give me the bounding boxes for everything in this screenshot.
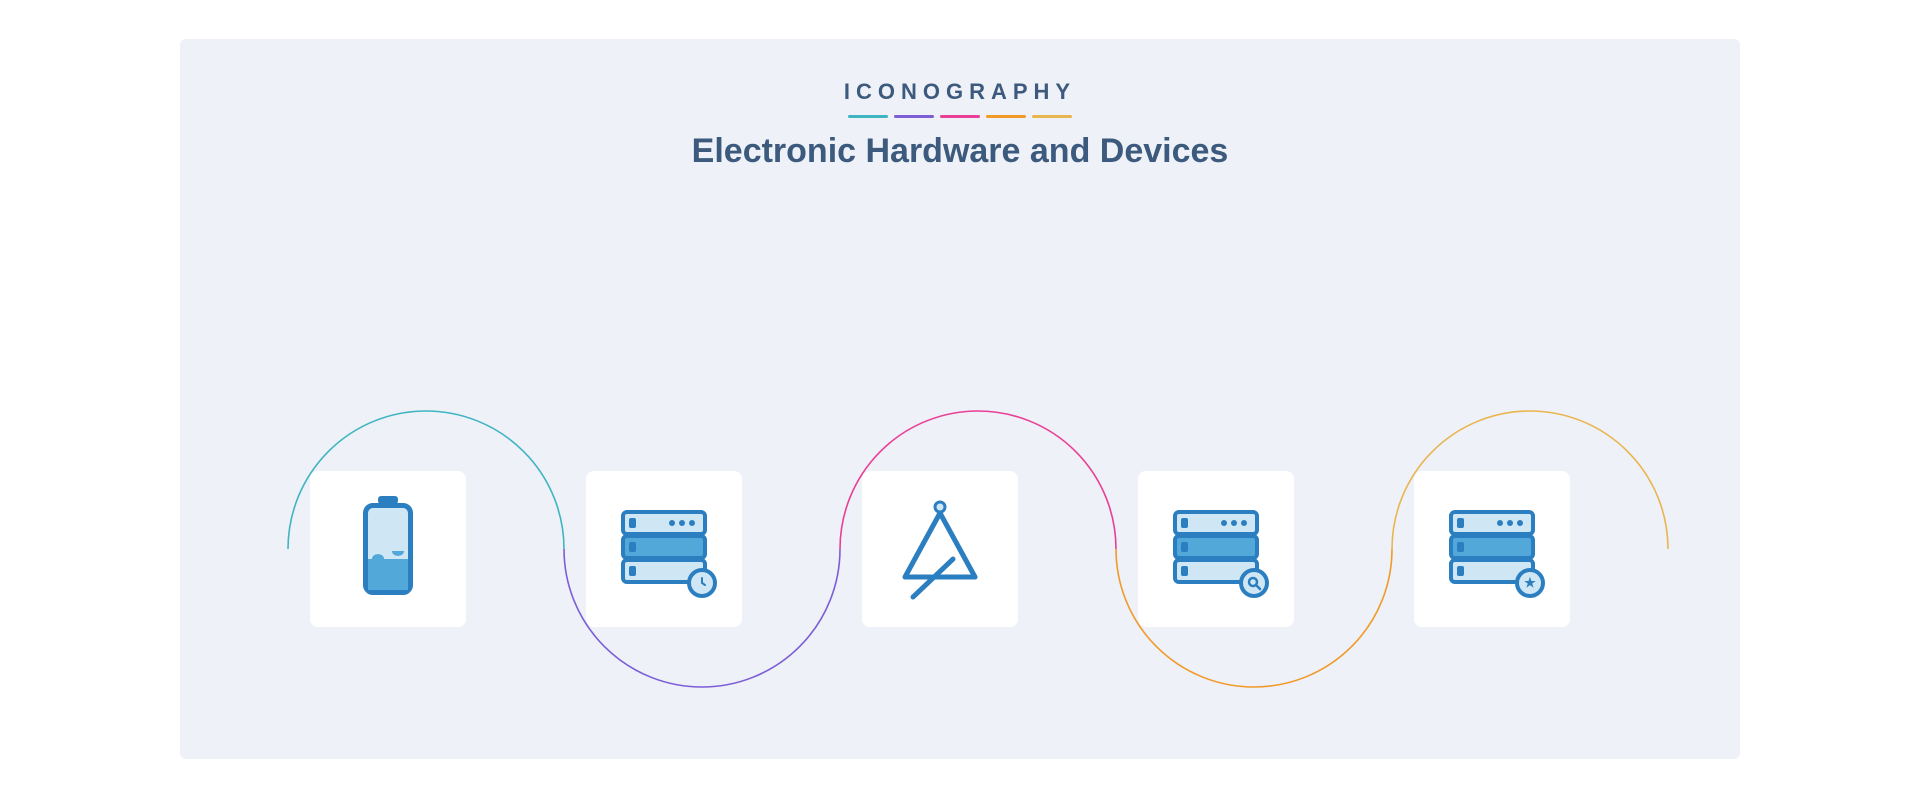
- infographic-frame: ICONOGRAPHY Electronic Hardware and Devi…: [180, 39, 1740, 759]
- triangle-body: [895, 499, 985, 599]
- battery-body: [363, 503, 413, 595]
- server-star-icon: ★: [1414, 471, 1570, 627]
- star-icon: ★: [1515, 568, 1545, 598]
- search-icon: [1239, 568, 1269, 598]
- accent-bars: [180, 115, 1740, 118]
- clock-icon: [687, 568, 717, 598]
- server-search-icon: [1138, 471, 1294, 627]
- server-stack: [1173, 510, 1259, 588]
- page-title: Electronic Hardware and Devices: [180, 132, 1740, 171]
- battery-half-icon: [310, 471, 466, 627]
- brand-label: ICONOGRAPHY: [180, 79, 1740, 105]
- header: ICONOGRAPHY Electronic Hardware and Devi…: [180, 79, 1740, 171]
- triangle-instrument-icon: [862, 471, 1018, 627]
- server-stack: [621, 510, 707, 588]
- server-stack: ★: [1449, 510, 1535, 588]
- icon-row: ★: [180, 369, 1740, 729]
- server-clock-icon: [586, 471, 742, 627]
